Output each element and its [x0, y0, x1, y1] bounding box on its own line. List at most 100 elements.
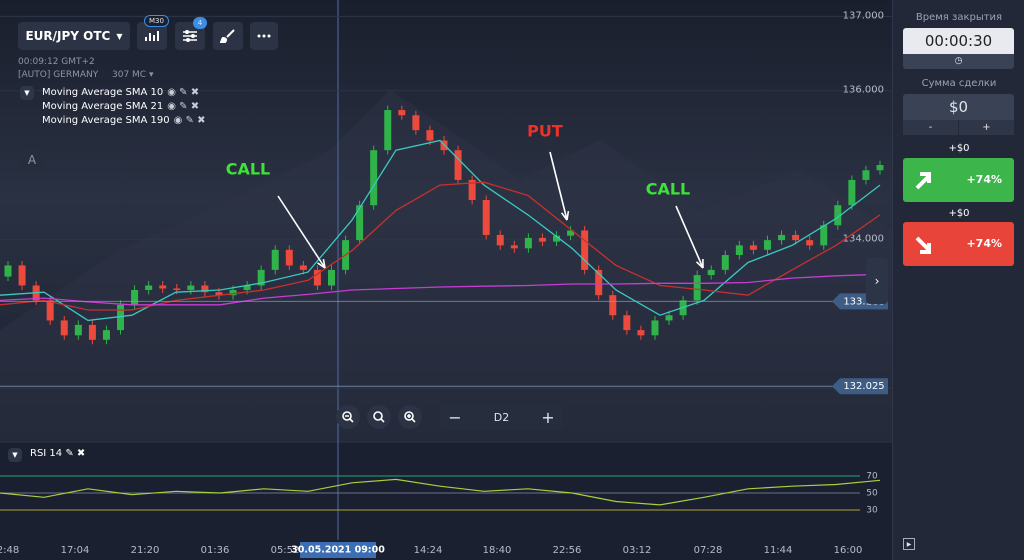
candle-body: [60, 320, 68, 336]
annotation-arrow: [675, 205, 704, 269]
indicator-actions[interactable]: ◉ ✎ ✖: [167, 87, 200, 98]
chart-area: 137.000136.000134.000132.000133.166132.0…: [0, 0, 892, 560]
indicator-name: Moving Average SMA 21: [42, 101, 164, 112]
candle-body: [792, 234, 800, 241]
candle-body: [201, 285, 209, 293]
candle-body: [848, 179, 856, 206]
server-time: 00:09:12 GMT+2: [18, 57, 95, 67]
price-label: 133.166: [843, 296, 884, 307]
candle-body: [553, 235, 561, 242]
period-value: D2: [493, 410, 510, 424]
scroll-right[interactable]: ›: [866, 258, 888, 304]
sma-line: [0, 139, 881, 322]
indicator-row: Moving Average SMA 21 ◉ ✎ ✖: [42, 100, 205, 114]
candle-body: [299, 265, 307, 270]
y-tick-label: 136.000: [843, 85, 884, 96]
cursor-time-box: [300, 542, 376, 558]
call-arrow: [915, 172, 931, 190]
candle-body: [834, 205, 842, 226]
candle-body: [412, 115, 420, 131]
pair-selector[interactable]: EUR/JPY OTC ▼: [18, 22, 130, 50]
panel-toggle[interactable]: ▶: [903, 538, 915, 550]
candle-body: [749, 245, 757, 250]
period-plus[interactable]: +: [541, 407, 555, 427]
candle-body: [88, 324, 96, 340]
amount-title: Сумма сделки: [921, 78, 997, 89]
amount-input[interactable]: $0: [903, 94, 1014, 120]
amount-minus[interactable]: -: [903, 120, 958, 135]
annotation: CALL: [226, 160, 271, 179]
candle-body: [215, 292, 223, 296]
candle-body: [243, 285, 251, 290]
time-label: 14:24: [414, 545, 443, 556]
more-icon: [257, 34, 271, 38]
price-label-box: [832, 378, 888, 395]
indicator-row: Moving Average SMA 10 ◉ ✎ ✖: [42, 86, 205, 100]
call-button[interactable]: +74%: [903, 158, 1014, 202]
ping-value: 307 МС: [112, 70, 147, 80]
indicator-name: Moving Average SMA 10: [42, 87, 164, 98]
more-button[interactable]: [250, 22, 278, 50]
period-minus[interactable]: −: [448, 407, 462, 427]
draw-button[interactable]: [213, 22, 243, 50]
time-label: 01:36: [201, 545, 230, 556]
candle-body: [595, 269, 603, 296]
candle-body: [313, 269, 321, 286]
time-label: 05:52: [271, 545, 300, 556]
candle-body: [581, 230, 589, 270]
candle-body: [131, 289, 139, 305]
time-label: 17:04: [61, 545, 90, 556]
candle-body: [567, 230, 575, 236]
amount-plus[interactable]: +: [959, 120, 1014, 135]
candle-body: [271, 249, 279, 270]
indicators-toggle[interactable]: ▼: [20, 86, 34, 100]
candle-body: [778, 234, 786, 241]
call-payout: +74%: [966, 173, 1002, 186]
rsi-background: [0, 442, 892, 560]
candle-body: [721, 255, 729, 270]
put-button[interactable]: +74%: [903, 222, 1014, 266]
zoom-reset[interactable]: [367, 405, 391, 429]
expiry-input[interactable]: 00:00:30: [903, 28, 1014, 54]
ping: 307 МС ▾: [112, 70, 154, 80]
candle-body: [117, 304, 125, 331]
put-arrow: [915, 236, 931, 254]
candle-body: [538, 237, 546, 242]
annotation: PUT: [527, 122, 563, 141]
indicator-name: Moving Average SMA 190: [42, 115, 170, 126]
candle-body: [384, 110, 392, 151]
expiry-clock[interactable]: ◷: [903, 54, 1014, 69]
candle-body: [482, 200, 490, 235]
candle-body: [806, 240, 814, 246]
indicator-actions[interactable]: ◉ ✎ ✖: [167, 101, 200, 112]
time-label: 2:48: [0, 545, 19, 556]
rsi-title-text: RSI 14: [30, 448, 63, 459]
annotation-arrow: [277, 195, 326, 269]
indicator-actions[interactable]: ◉ ✎ ✖: [173, 115, 206, 126]
candle-body: [74, 324, 82, 336]
indicator-list: Moving Average SMA 10 ◉ ✎ ✖ Moving Average…: [42, 86, 205, 128]
candle-body: [665, 315, 673, 321]
sma-line: [0, 181, 881, 311]
chart-mode[interactable]: A: [18, 148, 46, 172]
put-profit: +$0: [948, 208, 970, 219]
zoom-out-icon: [342, 411, 354, 423]
mountain-backdrop: [0, 90, 892, 442]
time-label: 03:12: [623, 545, 652, 556]
time-label: 07:28: [694, 545, 723, 556]
rsi-toggle[interactable]: ▼: [8, 448, 22, 462]
rsi-tick-label: 50: [866, 489, 878, 499]
candle-body: [862, 170, 870, 180]
price-label: 132.025: [843, 381, 884, 392]
candle-body: [651, 320, 659, 336]
cursor-time: 30.05.2021 09:00: [291, 545, 385, 556]
zoom-out[interactable]: [336, 405, 360, 429]
candle-body: [524, 237, 532, 249]
pair-label: EUR/JPY OTC: [25, 29, 111, 43]
rsi-tick-label: 30: [866, 506, 878, 516]
candle-body: [285, 249, 293, 266]
timeframe-badge: M30: [144, 15, 169, 27]
candle-body: [145, 285, 153, 290]
zoom-in[interactable]: [398, 405, 422, 429]
